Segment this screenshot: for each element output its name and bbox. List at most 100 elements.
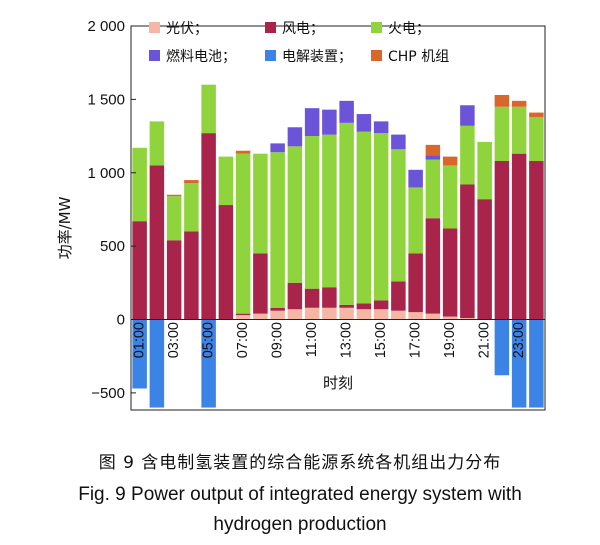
bar-segment-1-1300 <box>339 307 354 320</box>
bar-segment-4-2000 <box>460 105 475 126</box>
bar-segment-5-2300 <box>511 319 527 408</box>
bar-segment-6-2300 <box>511 100 527 107</box>
bar-segment-4-1500 <box>373 121 389 134</box>
bar-segment-2-0400 <box>184 231 199 320</box>
bar-segment-3-2000 <box>460 125 475 185</box>
bar-segment-3-0300 <box>166 196 182 241</box>
bar-segment-2-1100 <box>304 288 320 308</box>
bar-segment-4-1800 <box>425 155 441 160</box>
bar-segment-2-2400 <box>529 161 544 320</box>
bar-segment-3-2400 <box>529 116 544 162</box>
bar-segment-2-0100 <box>132 221 147 320</box>
bar-segment-3-1200 <box>322 134 337 288</box>
x-tick-label: 01:00 <box>132 322 148 358</box>
bar-segment-2-1200 <box>322 287 337 308</box>
bar-segment-2-2000 <box>460 184 475 319</box>
x-tick-label: 03:00 <box>166 322 182 358</box>
x-tick-label: 07:00 <box>235 322 251 358</box>
bar-segment-4-1400 <box>356 114 372 132</box>
bar-segment-3-0100 <box>132 147 147 222</box>
bar-segment-3-2300 <box>511 106 527 154</box>
bar-segment-1-1200 <box>322 307 337 320</box>
bar-segment-2-1400 <box>356 303 372 310</box>
bar-segment-6-2200 <box>494 94 510 107</box>
legend-label: CHP 机组 <box>388 49 449 65</box>
bar-segment-2-0900 <box>270 307 285 311</box>
figure-caption-en-line2: hydrogen production <box>213 514 387 535</box>
bar-segment-3-1000 <box>287 146 303 283</box>
bar-segment-3-0600 <box>218 156 234 206</box>
legend-swatch <box>371 50 382 61</box>
legend-label: 燃料电池； <box>166 48 236 65</box>
y-tick-label: 500 <box>100 238 125 255</box>
legend-label: 火电； <box>388 21 430 37</box>
bar-segment-2-2100 <box>477 199 492 320</box>
bar-segment-3-1300 <box>339 122 354 305</box>
bar-segment-1-1700 <box>408 312 423 320</box>
bar-segment-3-0200 <box>149 121 165 166</box>
bar-segment-2-2200 <box>494 161 510 320</box>
y-tick-label: 0 <box>117 312 125 329</box>
bar-segment-1-0800 <box>253 313 268 320</box>
x-tick-label: 17:00 <box>408 322 424 358</box>
bar-segment-3-1800 <box>425 159 441 219</box>
bar-segment-2-0600 <box>218 205 234 320</box>
bar-segment-6-2400 <box>529 112 544 117</box>
x-tick-label: 19:00 <box>442 322 458 358</box>
legend-swatch <box>265 50 276 61</box>
x-tick-label: 11:00 <box>304 322 320 357</box>
bar-segment-5-2200 <box>494 319 510 376</box>
legend-label: 风电； <box>282 21 324 37</box>
bar-segment-2-0500 <box>201 133 216 320</box>
bar-segment-3-1600 <box>391 149 406 282</box>
bar-segment-5-2400 <box>529 319 544 408</box>
bar-segment-4-1700 <box>408 169 423 188</box>
x-axis-label: 时刻 <box>323 374 353 392</box>
legend-swatch <box>371 22 382 33</box>
bar-segment-6-1900 <box>442 156 458 166</box>
x-tick-label: 13:00 <box>339 322 355 358</box>
bar-segment-3-1900 <box>442 165 458 229</box>
bar-segment-3-2200 <box>494 106 510 162</box>
bar-segment-2-0300 <box>166 240 182 320</box>
plot-frame <box>130 25 546 411</box>
x-tick-label: 21:00 <box>477 322 493 358</box>
bar-segment-3-0500 <box>201 84 216 134</box>
figure-caption-en-line1: Fig. 9 Power output of integrated energy… <box>78 484 522 505</box>
bar-segment-6-0700 <box>235 150 251 154</box>
bar-segment-1-1500 <box>373 309 389 320</box>
bar-segment-1-0900 <box>270 310 285 320</box>
bar-segment-5-0500 <box>201 319 216 408</box>
bar-segment-2-1800 <box>425 218 441 314</box>
bar-segment-2-1000 <box>287 282 303 310</box>
power-output-chart: −500 0 500 1 000 1 500 2 000 01:00 03:00 05:00 07… <box>56 18 546 411</box>
bar-segment-1-0700 <box>235 315 251 320</box>
y-tick-label: 1 500 <box>87 91 125 108</box>
plot-area: −500 0 500 1 000 1 500 2 000 01:00 03:00 05:00 07… <box>87 18 546 411</box>
bar-segment-3-1500 <box>373 133 389 301</box>
bar-segment-3-0400 <box>184 183 199 232</box>
bar-segment-1-2000 <box>460 318 475 320</box>
legend-label: 光伏； <box>166 21 208 37</box>
bar-segment-2-1500 <box>373 300 389 310</box>
bar-segment-2-0800 <box>253 253 268 314</box>
bar-segment-1-1800 <box>425 313 441 320</box>
bar-segment-4-1000 <box>287 127 303 147</box>
y-tick-label: 1 000 <box>87 165 125 182</box>
y-axis-label: 功率/MW <box>56 196 74 259</box>
bar-segment-6-1800 <box>425 144 441 156</box>
bar-segment-1-1400 <box>356 309 372 320</box>
bar-segment-3-0900 <box>270 152 285 308</box>
bar-segment-3-1700 <box>408 187 423 254</box>
bar-segment-2-0200 <box>149 165 165 320</box>
y-tick-label: 2 000 <box>87 18 125 35</box>
bar-segment-3-1100 <box>304 136 320 289</box>
bar-segment-4-1200 <box>322 109 337 135</box>
bar-segment-1-1600 <box>391 310 406 320</box>
bar-segment-4-1300 <box>339 100 354 123</box>
bar-segment-3-0700 <box>235 153 251 314</box>
bar-segment-1-1100 <box>304 307 320 320</box>
bar-segment-2-1900 <box>442 228 458 317</box>
bar-segment-2-1300 <box>339 304 354 308</box>
legend-label: 电解装置； <box>282 49 352 65</box>
